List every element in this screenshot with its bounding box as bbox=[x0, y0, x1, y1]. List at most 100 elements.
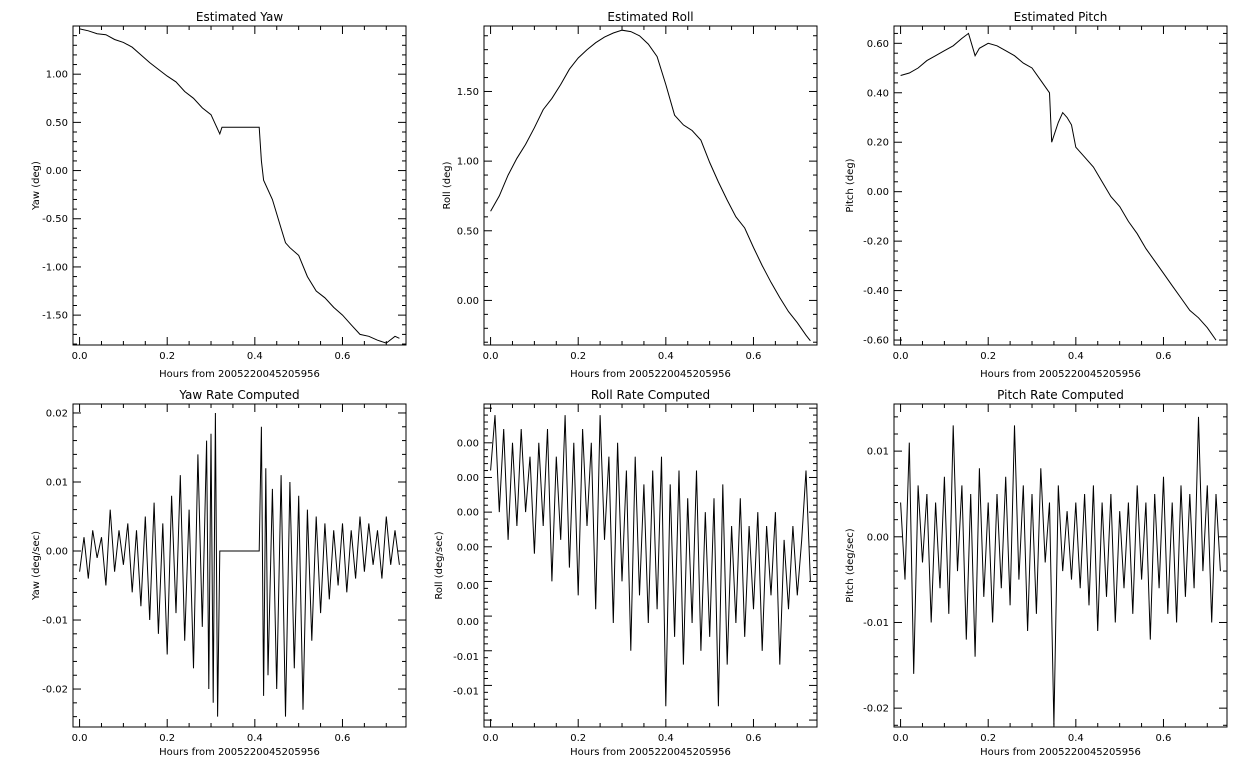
chart-title: Pitch Rate Computed bbox=[997, 388, 1124, 402]
series-line bbox=[490, 29, 811, 342]
y-tick-label: -0.40 bbox=[863, 286, 889, 297]
x-tick-label: 0.4 bbox=[658, 733, 674, 744]
y-ticks: 1.50 1.00 0.50 0.00 bbox=[457, 35, 817, 343]
y-tick-label: 0.40 bbox=[867, 88, 889, 99]
chart-title: Yaw Rate Computed bbox=[178, 388, 299, 402]
x-tick-label: 0.2 bbox=[159, 351, 175, 362]
x-tick-label: 0.4 bbox=[658, 351, 674, 362]
y-axis-label: Roll (deg) bbox=[442, 161, 453, 209]
y-tick-label: 0.00 bbox=[457, 581, 479, 592]
y-ticks: 0.02 0.01 0.00 -0.01 -0.02 bbox=[42, 408, 406, 718]
y-tick-label: 1.50 bbox=[457, 87, 479, 98]
x-tick-label: 0.6 bbox=[335, 733, 351, 744]
x-ticks: 0.0 0.2 0.4 0.6 bbox=[893, 26, 1208, 362]
y-tick-label: -0.20 bbox=[863, 237, 889, 248]
y-tick-label: -0.50 bbox=[42, 214, 68, 225]
x-ticks: 0.0 0.2 0.4 0.6 bbox=[483, 26, 798, 362]
plot-frame bbox=[893, 403, 1228, 728]
x-tick-label: 0.4 bbox=[1068, 351, 1084, 362]
chart-title: Estimated Roll bbox=[607, 10, 693, 24]
y-tick-label: 0.00 bbox=[457, 617, 479, 628]
y-tick-label: -0.01 bbox=[42, 616, 68, 627]
x-tick-label: 0.2 bbox=[570, 351, 586, 362]
y-tick-label: 1.00 bbox=[457, 157, 479, 168]
x-tick-label: 0.6 bbox=[746, 733, 762, 744]
y-tick-label: 0.00 bbox=[457, 542, 479, 553]
y-tick-label: 0.01 bbox=[867, 447, 889, 458]
y-tick-label: 0.00 bbox=[46, 166, 68, 177]
x-tick-label: 0.6 bbox=[335, 351, 351, 362]
panel-estimated-yaw: 0.0 0.2 0.4 0.6 1.00 0.50 0.00 -0.50 -1.00 -1.50… bbox=[31, 10, 407, 380]
x-axis-label: Hours from 2005220045205956 bbox=[159, 747, 320, 758]
y-tick-label: 0.00 bbox=[457, 473, 479, 484]
x-tick-label: 0.0 bbox=[72, 733, 88, 744]
panel-roll-rate: 0.0 0.2 0.4 0.6 0.00 0.00 0.00 0.00 0.00 0.00 -0.… bbox=[434, 388, 818, 758]
y-tick-label: -0.60 bbox=[863, 336, 889, 347]
y-axis-label: Pitch (deg/sec) bbox=[845, 528, 856, 603]
y-tick-label: 0.20 bbox=[867, 138, 889, 149]
x-tick-label: 0.2 bbox=[159, 733, 175, 744]
x-tick-label: 0.0 bbox=[483, 733, 499, 744]
y-tick-label: 0.50 bbox=[457, 226, 479, 237]
x-axis-label: Hours from 2005220045205956 bbox=[570, 369, 731, 380]
plot-frame bbox=[72, 25, 407, 346]
y-tick-label: 0.00 bbox=[457, 508, 479, 519]
y-tick-label: 0.02 bbox=[46, 408, 68, 419]
plot-frame bbox=[483, 403, 818, 728]
panel-pitch-rate: 0.0 0.2 0.4 0.6 0.01 0.00 -0.01 -0.02 Pitch Ra… bbox=[845, 388, 1228, 758]
plot-frame bbox=[893, 25, 1228, 346]
y-ticks: 1.00 0.50 0.00 -0.50 -1.00 -1.50 bbox=[42, 25, 406, 345]
panel-estimated-pitch: 0.0 0.2 0.4 0.6 0.60 0.40 0.20 0.00 -0.20 -0.40 -… bbox=[845, 10, 1228, 380]
x-tick-label: 0.6 bbox=[746, 351, 762, 362]
series-line bbox=[900, 32, 1217, 341]
y-tick-label: 0.00 bbox=[457, 438, 479, 449]
x-ticks: 0.0 0.2 0.4 0.6 bbox=[72, 26, 387, 362]
x-tick-label: 0.4 bbox=[1068, 733, 1084, 744]
y-tick-label: 1.00 bbox=[46, 70, 68, 81]
x-tick-label: 0.0 bbox=[893, 733, 909, 744]
series-line bbox=[490, 415, 811, 707]
y-ticks: 0.60 0.40 0.20 0.00 -0.20 -0.40 -0.60 bbox=[863, 32, 1227, 347]
y-tick-label: -0.02 bbox=[42, 685, 68, 696]
x-tick-label: 0.4 bbox=[247, 351, 263, 362]
x-tick-label: 0.4 bbox=[247, 733, 263, 744]
x-tick-label: 0.0 bbox=[893, 351, 909, 362]
x-tick-label: 0.2 bbox=[980, 733, 996, 744]
x-tick-label: 0.2 bbox=[980, 351, 996, 362]
y-axis-label: Pitch (deg) bbox=[845, 158, 856, 212]
x-tick-label: 0.2 bbox=[570, 733, 586, 744]
x-ticks: 0.0 0.2 0.4 0.6 bbox=[893, 404, 1208, 744]
y-tick-label: -0.01 bbox=[453, 652, 479, 663]
y-ticks: 0.01 0.00 -0.01 -0.02 bbox=[863, 416, 1227, 726]
y-axis-label: Yaw (deg) bbox=[31, 161, 42, 211]
panel-yaw-rate: 0.0 0.2 0.4 0.6 0.02 0.01 0.00 -0.01 -0.02 Yaw … bbox=[31, 388, 407, 758]
plot-frame bbox=[72, 403, 407, 728]
x-tick-label: 0.6 bbox=[1156, 733, 1172, 744]
y-tick-label: 0.00 bbox=[867, 187, 889, 198]
x-ticks: 0.0 0.2 0.4 0.6 bbox=[483, 404, 798, 744]
series-line bbox=[900, 416, 1221, 726]
y-tick-label: -0.01 bbox=[453, 686, 479, 697]
y-tick-label: -1.00 bbox=[42, 262, 68, 273]
y-tick-label: 0.00 bbox=[457, 296, 479, 307]
series-line bbox=[79, 28, 400, 344]
series-line bbox=[79, 412, 400, 717]
y-axis-label: Yaw (deg/sec) bbox=[31, 531, 42, 601]
x-axis-label: Hours from 2005220045205956 bbox=[980, 369, 1141, 380]
plot-frame bbox=[483, 25, 818, 346]
y-tick-label: 0.00 bbox=[867, 532, 889, 543]
y-tick-label: -0.02 bbox=[863, 704, 889, 715]
chart-title: Estimated Pitch bbox=[1014, 10, 1108, 24]
y-tick-label: 0.00 bbox=[46, 547, 68, 558]
y-tick-label: 0.60 bbox=[867, 39, 889, 50]
y-tick-label: -1.50 bbox=[42, 311, 68, 322]
y-tick-label: -0.01 bbox=[863, 618, 889, 629]
chart-title: Estimated Yaw bbox=[196, 10, 283, 24]
y-tick-label: 0.01 bbox=[46, 477, 68, 488]
x-ticks: 0.0 0.2 0.4 0.6 bbox=[72, 404, 387, 744]
chart-title: Roll Rate Computed bbox=[591, 388, 710, 402]
x-tick-label: 0.0 bbox=[72, 351, 88, 362]
x-axis-label: Hours from 2005220045205956 bbox=[980, 747, 1141, 758]
x-axis-label: Hours from 2005220045205956 bbox=[570, 747, 731, 758]
